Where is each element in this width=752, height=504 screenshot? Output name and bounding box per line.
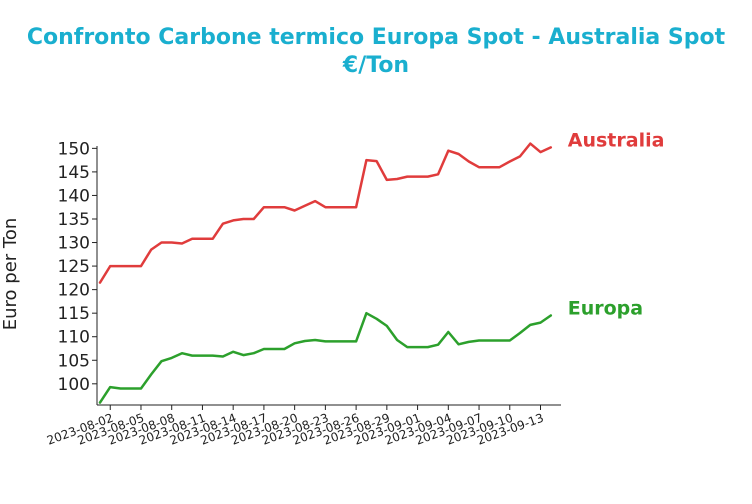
y-tick-label: 135 — [58, 210, 90, 230]
line — [98, 142, 553, 284]
y-tick-label: 105 — [58, 351, 90, 371]
y-axis-label: Euro per Ton — [0, 218, 21, 331]
y-tick-label: 145 — [58, 163, 90, 183]
y-tick-label: 100 — [58, 375, 90, 395]
line — [98, 311, 553, 404]
y-tick-label: 125 — [58, 257, 90, 277]
y-tick-label: 120 — [58, 281, 90, 301]
y-tick-label: 110 — [58, 328, 90, 348]
y-tick-label: 130 — [58, 234, 90, 254]
y-tick-label: 140 — [58, 186, 90, 206]
y-tick-label: 115 — [58, 304, 90, 324]
y-tick-label: 150 — [58, 139, 90, 159]
legend-label: Europa — [568, 298, 643, 320]
chart-title: Confronto Carbone termico Europa Spot - … — [26, 25, 726, 78]
legend-label: Australia — [568, 129, 665, 151]
